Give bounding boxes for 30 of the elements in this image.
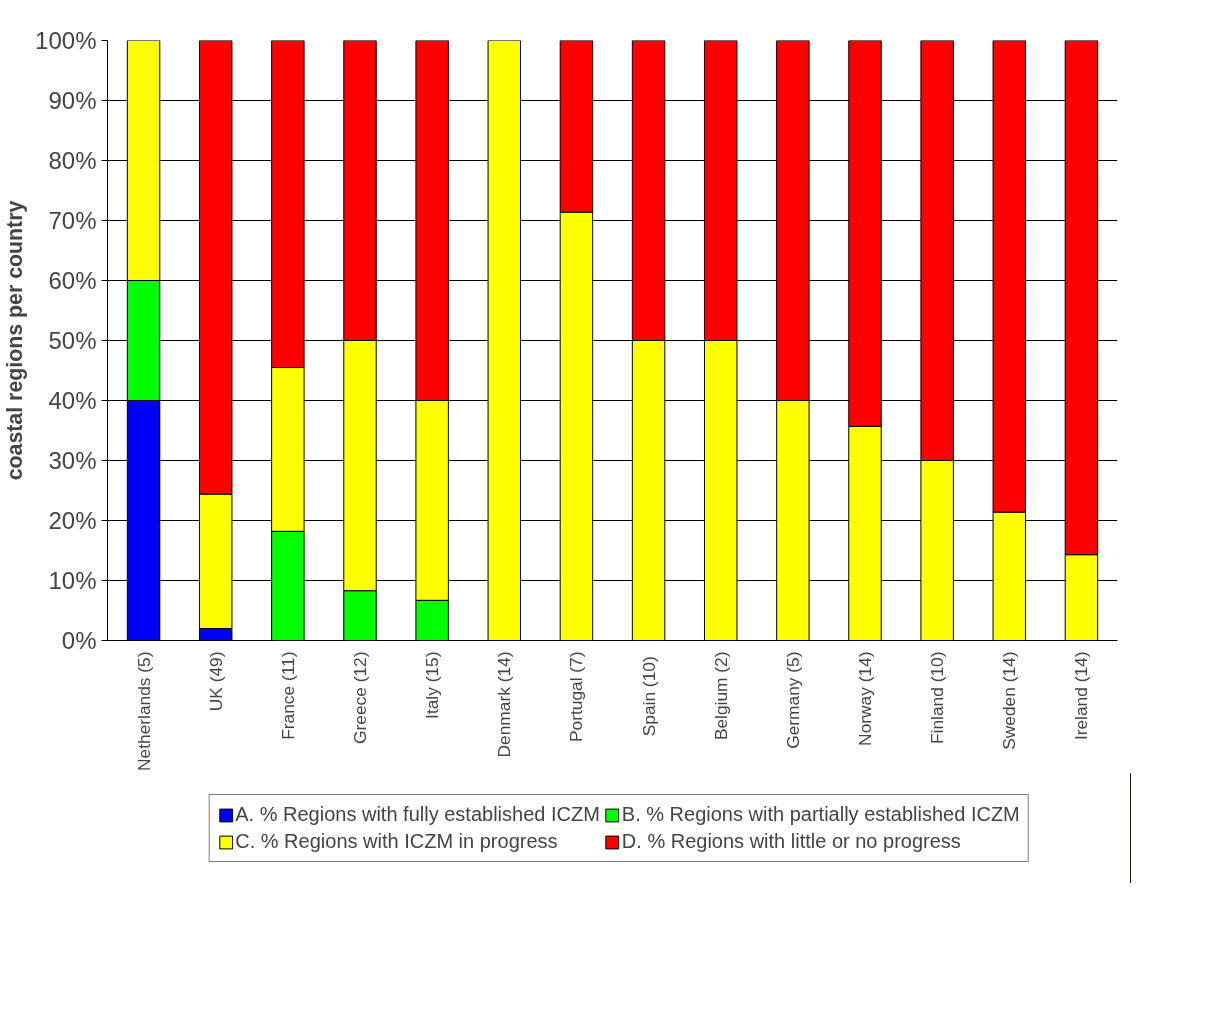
legend-label: A. % Regions with fully established ICZM [235,803,600,826]
x-tick-label: Italy (15) [422,651,443,719]
x-tick-label: Netherlands (5) [133,651,154,771]
x-tick-label: Sweden (14) [999,651,1020,750]
y-tick-label: 20% [48,507,97,534]
x-tick-label: France (11) [277,651,298,740]
legend-label: B. % Regions with partially established ICZM [621,803,1020,826]
x-tick-label: Denmark (14) [494,651,515,758]
y-tick-label: 40% [48,387,97,414]
x-tick-label: Norway (14) [855,651,875,746]
x-tick-label: Belgium (2) [710,651,731,741]
y-tick-label: 60% [48,267,97,294]
x-tick-label: Ireland (14) [1071,651,1092,741]
legend-label: D. % Regions with little or no progress [621,830,961,853]
x-tick-label: Germany (5) [782,651,803,749]
y-tick-label: 100% [35,27,97,54]
x-tick-label: UK (49) [205,651,226,712]
y-tick-label: 30% [48,447,97,474]
x-tick-label: Finland (10) [927,651,948,744]
y-tick-label: 0% [61,627,97,654]
legend-label: C. % Regions with ICZM in progress [235,830,558,853]
x-tick-label: Greece (12) [350,651,370,744]
y-tick-label: 10% [48,567,97,594]
y-tick-label: 90% [48,87,97,114]
x-tick-label: Spain (10) [638,656,659,737]
y-tick-label: 50% [48,327,97,354]
y-tick-label: 80% [48,147,97,174]
y-tick-label: 70% [48,207,97,234]
x-tick-label: Portugal (7) [566,651,587,743]
y-axis-title: coastal regions per country [3,200,28,481]
